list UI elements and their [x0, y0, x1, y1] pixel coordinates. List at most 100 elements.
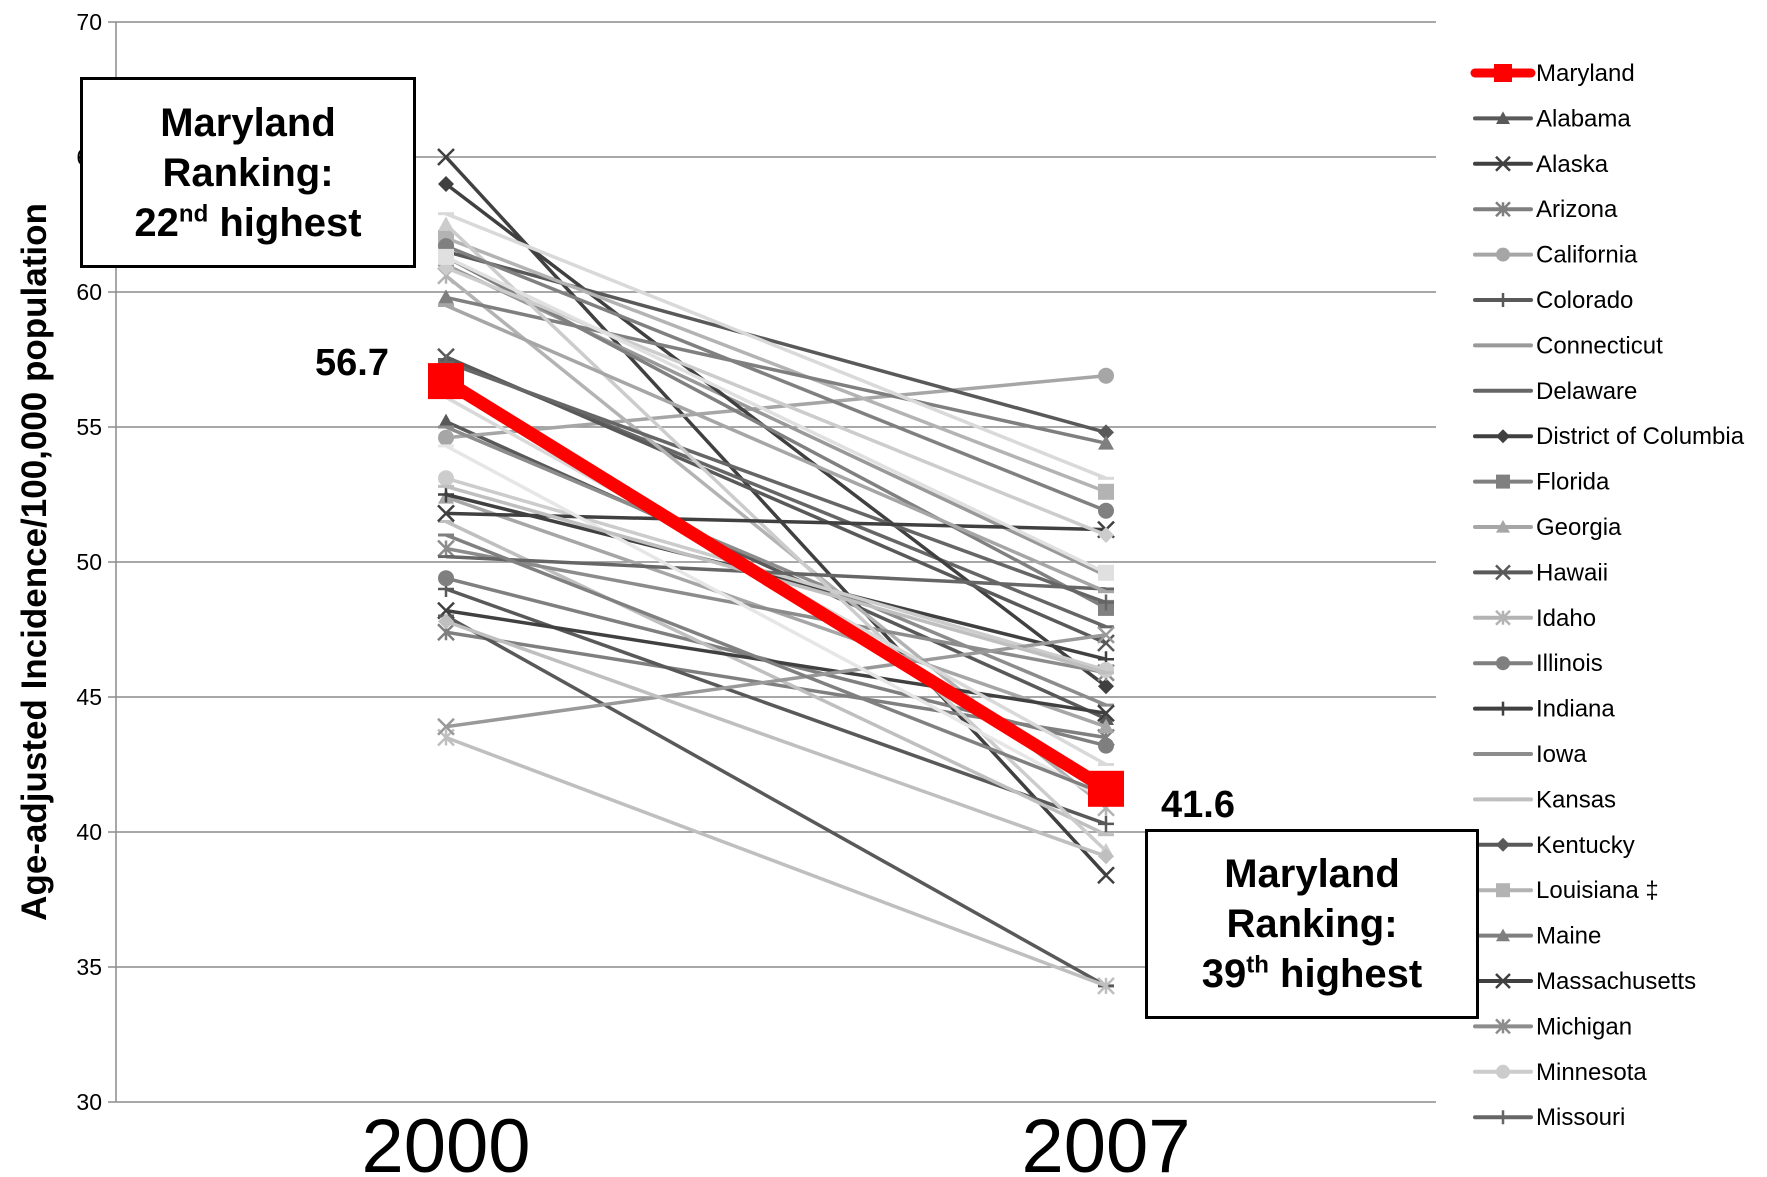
series-line-maine [445, 295, 1107, 445]
legend-label-hawaii: Hawaii [1536, 559, 1608, 586]
legend-item-maine: Maine [1473, 923, 1601, 950]
point-minnesota-2000 [438, 470, 454, 487]
legend-swatch-marker-maryland [1494, 64, 1512, 82]
legend-item-massachusetts: Massachusetts [1473, 968, 1696, 995]
box-2000-rank-rest: highest [208, 200, 362, 245]
series-line-iowa [445, 425, 1107, 707]
legend-label-iowa: Iowa [1536, 741, 1587, 768]
point-indiana-2000 [438, 486, 454, 503]
y-axis-title: Age-adjusted Incidence/100,000 populatio… [15, 203, 54, 921]
series-district-of-columbia [438, 176, 1114, 695]
point-series-25-2000 [438, 216, 454, 231]
legend-label-kentucky: Kentucky [1536, 832, 1635, 859]
legend-swatch-marker-colorado [1496, 293, 1510, 307]
box-2007-rank-rest: highest [1268, 952, 1423, 996]
point-series-28-2000 [437, 717, 455, 736]
series-louisiana [438, 230, 1114, 500]
legend-item-connecticut: Connecticut [1473, 332, 1663, 359]
series-series-28 [437, 626, 1115, 736]
point-missouri-2007 [1098, 594, 1114, 611]
legend-item-kansas: Kansas [1473, 786, 1616, 813]
legend-label-alabama: Alabama [1536, 105, 1631, 132]
series-group [437, 148, 1115, 995]
point-district-of-columbia-2000 [438, 176, 454, 192]
maryland-ranking-2000-box: Maryland Ranking: 22nd highest [80, 77, 416, 268]
series-alabama [438, 413, 1114, 725]
legend-swatch-marker-missouri [1496, 1110, 1510, 1125]
point-series-33-2007 [1098, 502, 1114, 519]
legend-swatch-marker-california [1496, 247, 1510, 262]
box-2000-line2: Ranking: [162, 150, 334, 195]
legend-item-iowa: Iowa [1473, 741, 1587, 768]
legend-label-kansas: Kansas [1536, 786, 1616, 813]
legend-item-minnesota: Minnesota [1473, 1059, 1647, 1086]
legend-label-district-of-columbia: District of Columbia [1536, 423, 1745, 450]
data-label-maryland-2000: 56.7 [315, 342, 389, 384]
legend-swatch-marker-hawaii [1495, 564, 1511, 581]
legend-swatch-marker-massachusetts [1495, 973, 1511, 989]
series-california [438, 367, 1114, 446]
point-hawaii-2007 [1097, 634, 1115, 652]
legend-swatch-marker-michigan [1495, 1018, 1511, 1035]
legend-item-georgia: Georgia [1473, 514, 1622, 541]
legend-swatch-marker-georgia [1496, 520, 1510, 533]
legend-swatch-marker-florida [1496, 474, 1510, 489]
point-louisiana-2007 [1098, 483, 1114, 500]
legend-label-california: California [1536, 242, 1638, 269]
box-2007-rank-suffix: th [1246, 951, 1269, 979]
legend-item-arizona: Arizona [1473, 196, 1618, 223]
point-alabama-2000 [438, 413, 454, 428]
legend-label-florida: Florida [1536, 469, 1610, 496]
point-colorado-2007 [1098, 815, 1114, 832]
point-alaska-2000 [437, 148, 455, 166]
series-line-california [445, 373, 1107, 440]
y-tick-label-45: 45 [76, 684, 102, 710]
legend-item-district-of-columbia: District of Columbia [1473, 423, 1745, 450]
series-line-series-33 [445, 244, 1107, 513]
box-2007-line2: Ranking: [1226, 902, 1398, 946]
y-tick-label-35: 35 [76, 954, 102, 980]
box-2007-rank-num: 39 [1201, 952, 1247, 996]
series-line-kansas [445, 519, 1107, 837]
series-colorado [438, 581, 1114, 832]
series-iowa [438, 425, 1114, 707]
maryland-ranking-2007-box: Maryland Ranking: 39th highest [1145, 829, 1479, 1019]
x-tick-label-2007: 2007 [1021, 1104, 1190, 1177]
series-line-series-25 [444, 223, 1108, 853]
series-hawaii [437, 347, 1115, 652]
legend-item-illinois: Illinois [1473, 650, 1603, 677]
point-maryland-2000 [428, 363, 464, 400]
series-series-35 [438, 303, 1114, 594]
series-line-series-30 [445, 554, 1107, 591]
series-line-indiana [445, 492, 1107, 661]
legend-label-alaska: Alaska [1536, 151, 1609, 178]
legend-swatch-marker-louisiana [1496, 883, 1510, 898]
legend-item-michigan: Michigan [1473, 1013, 1632, 1040]
series-series-31 [438, 613, 1114, 865]
legend-item-missouri: Missouri [1473, 1104, 1625, 1131]
legend-swatch-marker-kentucky [1496, 837, 1510, 852]
series-line-series-27 [445, 735, 1107, 988]
series-line-series-35 [445, 303, 1107, 594]
legend-label-colorado: Colorado [1536, 287, 1633, 314]
series-series-27 [437, 728, 1115, 995]
legend-label-connecticut: Connecticut [1536, 332, 1663, 359]
series-series-34 [438, 248, 1114, 581]
legend-label-delaware: Delaware [1536, 378, 1637, 405]
legend-label-maryland: Maryland [1536, 60, 1635, 87]
series-line-series-32 [445, 266, 1107, 537]
point-series-32-2007 [1098, 527, 1114, 543]
box-2007-line1: Maryland [1224, 852, 1400, 896]
series-line-alabama [445, 420, 1107, 721]
series-missouri [438, 354, 1114, 611]
point-illinois-2007 [1098, 737, 1114, 754]
series-maryland-highlight [428, 363, 1124, 807]
y-tick-label-50: 50 [76, 549, 102, 575]
legend-item-maryland: Maryland [1470, 60, 1635, 87]
series-kansas [438, 519, 1114, 837]
series-line-massachusetts [445, 608, 1107, 715]
box-2000-rank-suffix: nd [178, 200, 209, 228]
legend-item-idaho: Idaho [1473, 605, 1596, 632]
series-series-33 [438, 238, 1114, 519]
legend-item-hawaii: Hawaii [1473, 559, 1608, 586]
